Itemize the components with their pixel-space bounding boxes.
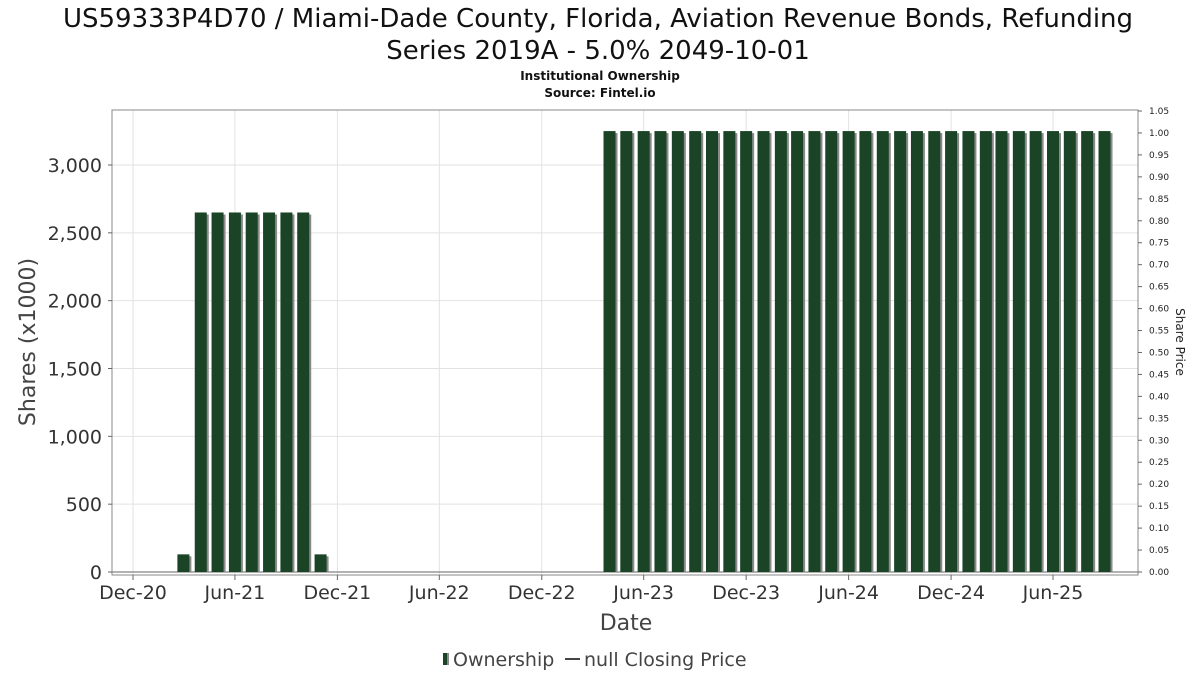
y-tick-label: 3,000 bbox=[48, 155, 102, 177]
x-tick-label: Dec-23 bbox=[712, 582, 780, 604]
bar bbox=[177, 554, 190, 572]
bar bbox=[1012, 131, 1025, 573]
bar bbox=[620, 131, 633, 573]
y2-tick-label: 0.55 bbox=[1149, 327, 1169, 337]
x-tick-label: Jun-23 bbox=[612, 582, 674, 604]
y2-tick-label: 0.85 bbox=[1149, 195, 1169, 205]
y2-tick-label: 0.95 bbox=[1149, 151, 1169, 161]
y2-tick-label: 0.65 bbox=[1149, 283, 1169, 293]
bar bbox=[228, 212, 241, 572]
bar bbox=[979, 131, 992, 573]
bar bbox=[876, 131, 889, 573]
bar bbox=[671, 131, 684, 573]
chart-subtitle: Institutional Ownership bbox=[520, 69, 680, 83]
legend-ownership-label: Ownership bbox=[453, 649, 554, 671]
y2-tick-label: 0.45 bbox=[1149, 370, 1169, 380]
bar bbox=[910, 131, 923, 573]
bar bbox=[1063, 131, 1076, 573]
y2-tick-label: 0.80 bbox=[1149, 217, 1169, 227]
bar bbox=[774, 131, 787, 573]
bar bbox=[245, 212, 258, 572]
y2-axis-label: Share Price bbox=[1173, 308, 1187, 376]
y2-tick-label: 0.30 bbox=[1149, 436, 1169, 446]
x-axis-ticks: Dec-20 Jun-21 Dec-21 Jun-22 Dec-22 Jun-23 Dec-… bbox=[99, 575, 1083, 604]
plot-frame bbox=[111, 109, 1139, 576]
x-tick-label: Jun-21 bbox=[204, 582, 266, 604]
x-axis-label: Date bbox=[600, 611, 653, 636]
bar bbox=[263, 212, 276, 572]
bar bbox=[740, 131, 753, 573]
y-tick-label: 1,000 bbox=[48, 426, 102, 448]
x-tick-label: Dec-22 bbox=[508, 582, 576, 604]
x-tick-label: Dec-20 bbox=[99, 582, 167, 604]
y2-tick-label: 0.00 bbox=[1149, 568, 1169, 578]
legend: Ownership null Closing Price bbox=[443, 649, 747, 671]
bar bbox=[894, 131, 907, 573]
bar bbox=[1081, 131, 1094, 573]
bar bbox=[637, 131, 650, 573]
y-axis-label: Shares (x1000) bbox=[16, 258, 41, 426]
x-tick-label: Jun-24 bbox=[817, 582, 879, 604]
bar bbox=[689, 131, 702, 573]
y-axis-ticks: 0 500 1,000 1,500 2,000 2,500 3,000 bbox=[48, 155, 112, 584]
bar bbox=[297, 212, 310, 572]
legend-price-label: null Closing Price bbox=[584, 649, 747, 671]
y2-tick-label: 0.40 bbox=[1149, 392, 1169, 402]
bar bbox=[1047, 131, 1059, 573]
y2-tick-label: 0.75 bbox=[1149, 239, 1169, 249]
bar bbox=[995, 131, 1008, 573]
bar bbox=[825, 131, 838, 573]
y2-tick-label: 1.00 bbox=[1149, 129, 1169, 139]
bar bbox=[945, 131, 958, 573]
bar bbox=[194, 212, 207, 572]
y2-tick-label: 0.90 bbox=[1149, 173, 1169, 183]
bar bbox=[842, 131, 855, 573]
y2-tick-label: 1.05 bbox=[1149, 107, 1169, 117]
bar-series bbox=[177, 131, 1113, 573]
x-tick-label: Jun-25 bbox=[1022, 582, 1084, 604]
bar bbox=[211, 212, 224, 572]
y2-tick-label: 0.10 bbox=[1149, 524, 1169, 534]
y2-tick-label: 0.05 bbox=[1149, 546, 1169, 556]
y2-tick-label: 0.35 bbox=[1149, 414, 1169, 424]
bar bbox=[962, 131, 975, 573]
bar bbox=[791, 131, 804, 573]
bar bbox=[1029, 131, 1042, 573]
bar bbox=[280, 212, 293, 572]
y2-tick-label: 0.70 bbox=[1149, 261, 1169, 271]
y2-tick-label: 0.15 bbox=[1149, 502, 1169, 512]
legend-ownership-swatch-shadow bbox=[447, 653, 449, 665]
bar bbox=[808, 131, 821, 573]
y-tick-label: 2,000 bbox=[48, 291, 102, 313]
x-tick-label: Dec-21 bbox=[303, 582, 371, 604]
y2-tick-label: 0.20 bbox=[1149, 480, 1169, 490]
bar bbox=[723, 131, 736, 573]
x-tick-label: Dec-24 bbox=[917, 582, 985, 604]
bar bbox=[654, 131, 667, 573]
bar bbox=[859, 131, 872, 573]
legend-ownership-swatch bbox=[443, 653, 447, 665]
y2-tick-label: 0.50 bbox=[1149, 348, 1169, 358]
bar bbox=[1098, 131, 1111, 573]
y-tick-label: 2,500 bbox=[48, 223, 102, 245]
bar bbox=[314, 554, 327, 572]
bar bbox=[603, 131, 616, 573]
bar bbox=[757, 131, 770, 573]
y2-axis-ticks: 0.00 0.05 0.10 0.15 0.20 0.25 0.30 0.35 0.40 0.45… bbox=[1138, 107, 1169, 578]
bar bbox=[705, 131, 718, 573]
y-tick-label: 1,500 bbox=[48, 359, 102, 381]
chart-title-line1: US59333P4D70 / Miami-Dade County, Florid… bbox=[63, 4, 1133, 34]
y-tick-label: 0 bbox=[90, 562, 102, 584]
y2-tick-label: 0.25 bbox=[1149, 458, 1169, 468]
y-tick-label: 500 bbox=[66, 494, 102, 516]
bar bbox=[928, 131, 941, 573]
chart-source: Source: Fintel.io bbox=[544, 86, 655, 100]
y2-tick-label: 0.60 bbox=[1149, 305, 1169, 315]
x-tick-label: Jun-22 bbox=[408, 582, 470, 604]
chart-title-line2: Series 2019A - 5.0% 2049-10-01 bbox=[386, 36, 810, 66]
